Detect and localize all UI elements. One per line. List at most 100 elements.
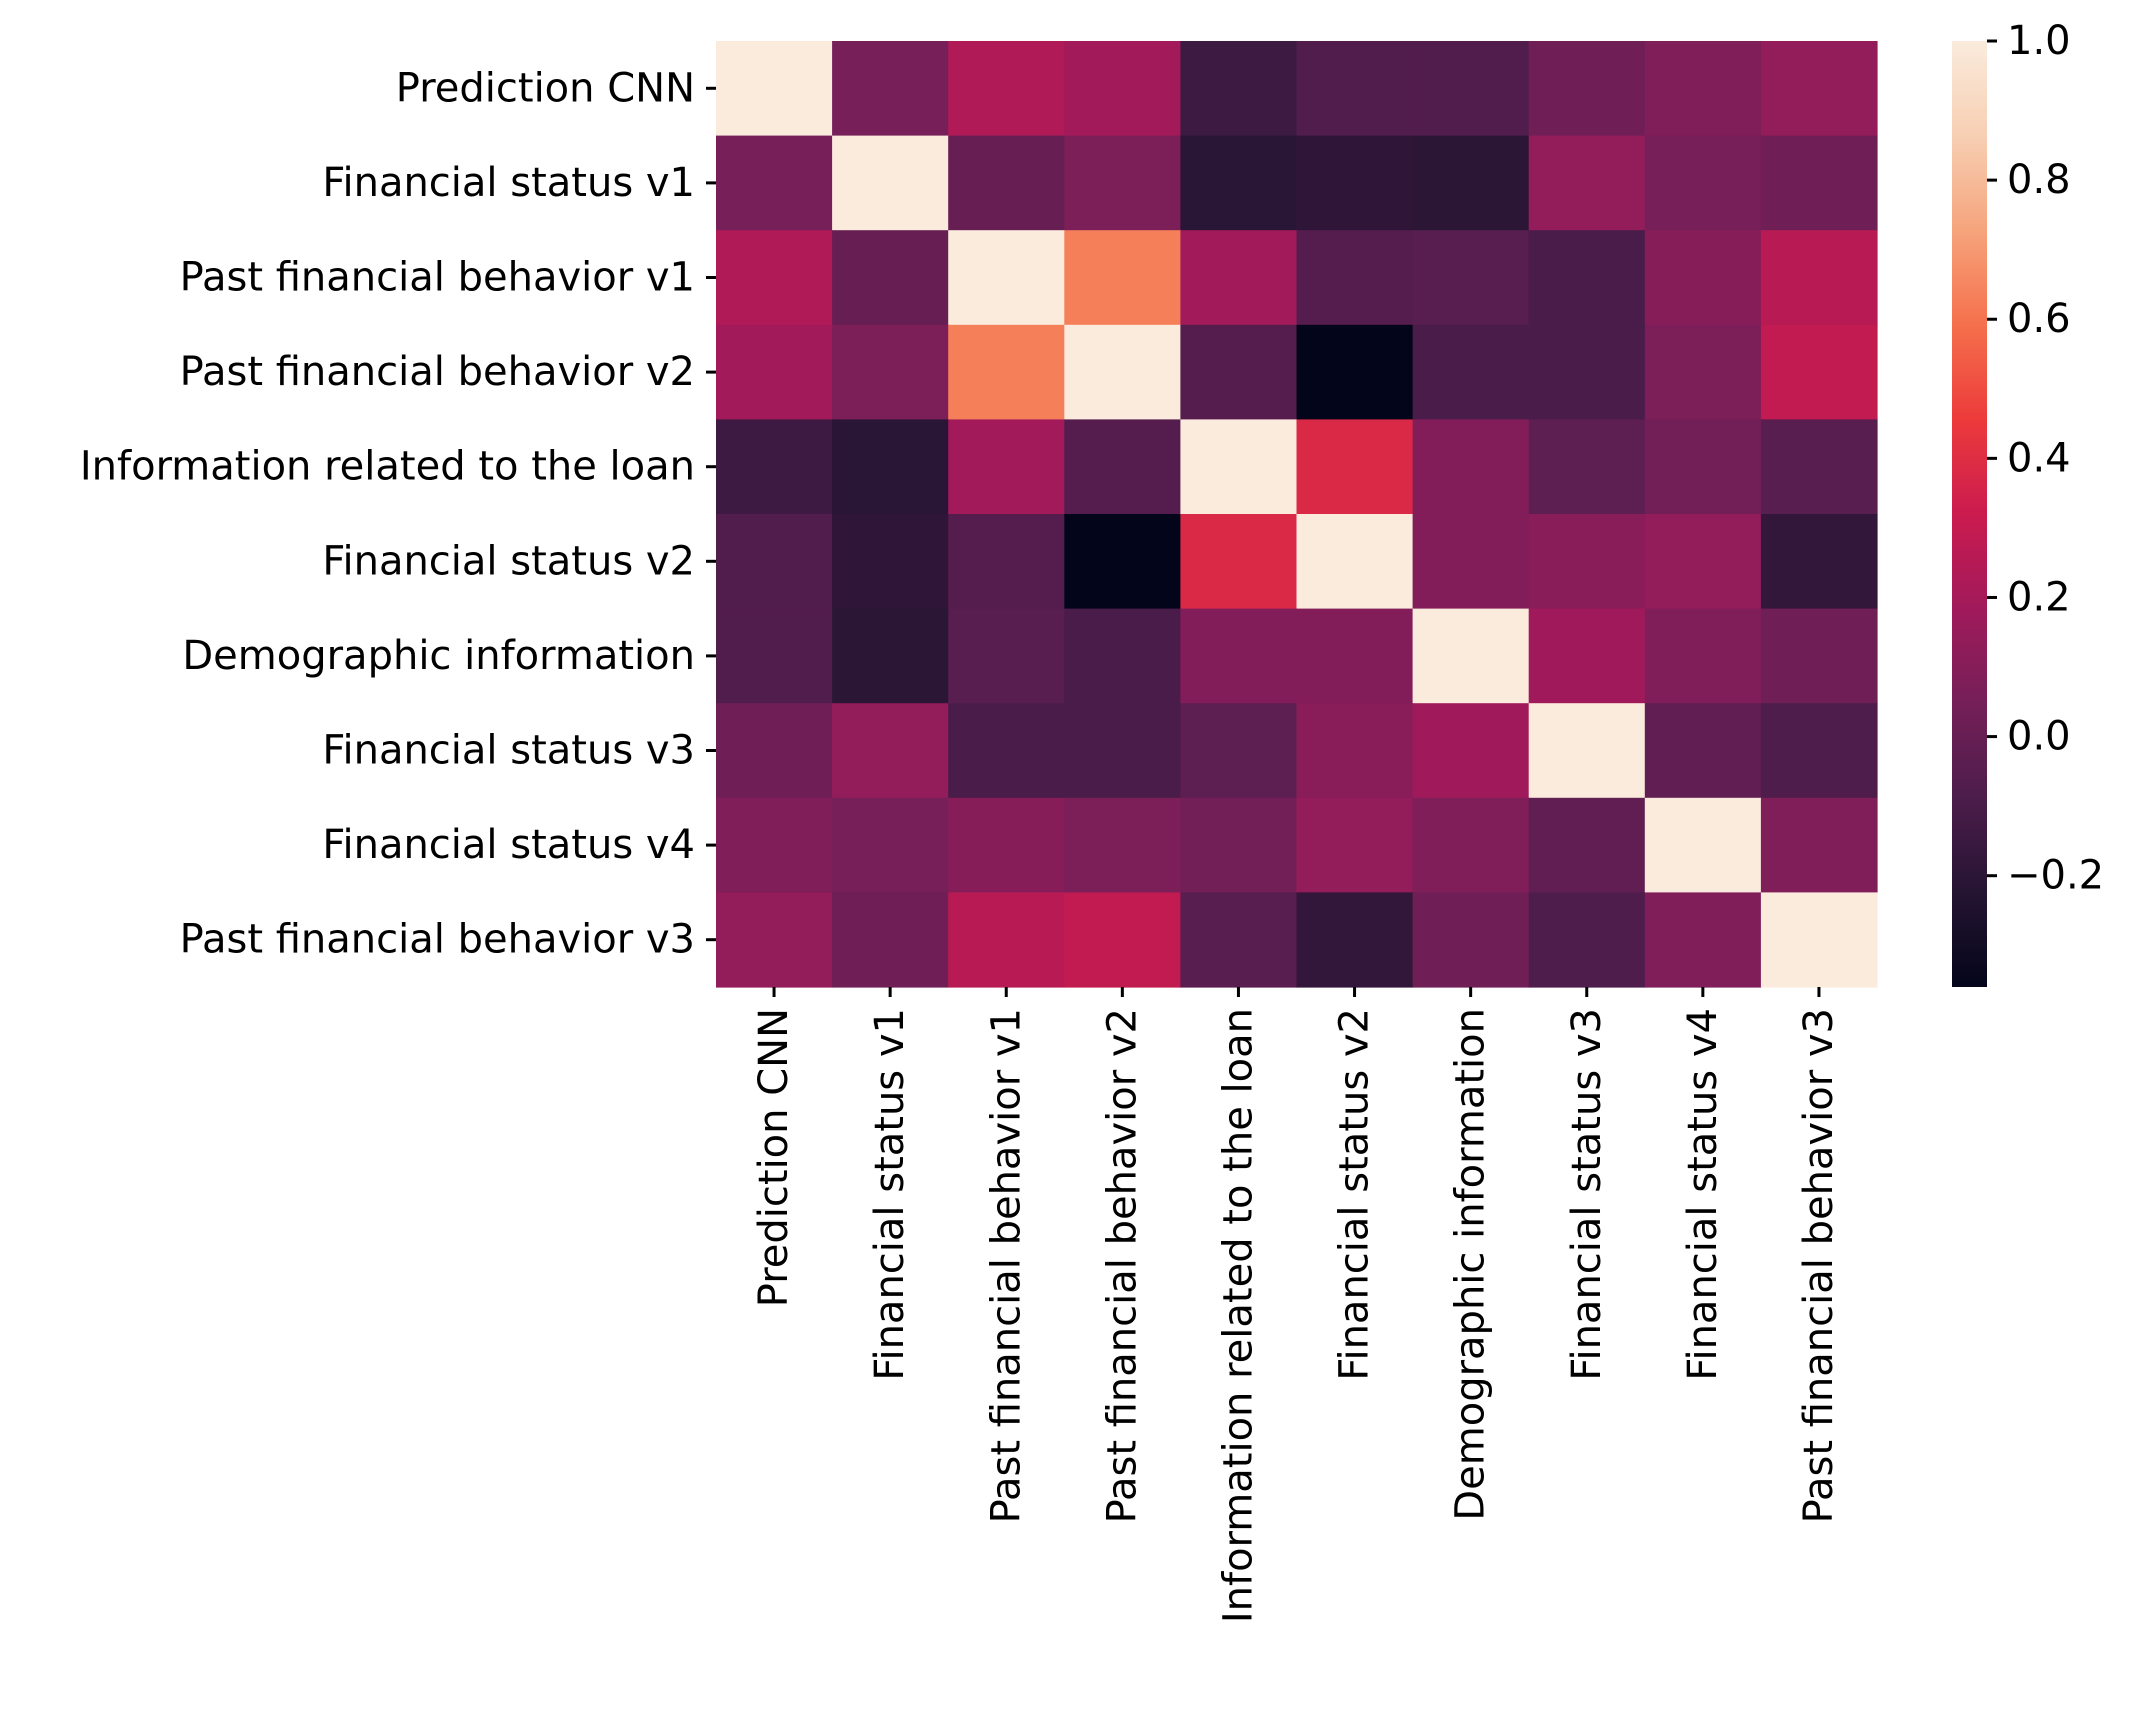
column-labels: Prediction CNN Financial status v1 Past fi… bbox=[751, 987, 1842, 1623]
y-tick-label: Financial status v2 bbox=[322, 538, 695, 584]
x-tick-label: Financial status v3 bbox=[1564, 1008, 1610, 1381]
heatmap-cell bbox=[1296, 892, 1414, 988]
heatmap-cell bbox=[1296, 41, 1414, 137]
heatmap-cell bbox=[948, 892, 1065, 988]
heatmap-cell bbox=[1760, 230, 1878, 326]
heatmap-cell bbox=[1180, 419, 1298, 515]
heatmap-cell bbox=[1412, 135, 1530, 231]
heatmap-cell bbox=[1528, 135, 1646, 231]
x-tick-label: Prediction CNN bbox=[751, 1008, 797, 1307]
y-tick-label: Past financial behavior v1 bbox=[180, 255, 695, 301]
heatmap-cell bbox=[1180, 797, 1298, 893]
x-tick-label: Past financial behavior v3 bbox=[1796, 1008, 1842, 1523]
x-tick-label: Information related to the loan bbox=[1215, 1008, 1261, 1623]
heatmap-cell bbox=[1064, 703, 1181, 799]
colorbar-tick-label: 0.8 bbox=[2007, 157, 2071, 203]
row-labels: Prediction CNN Financial status v1 Past fi… bbox=[80, 65, 716, 963]
heatmap-cell bbox=[1760, 892, 1878, 988]
heatmap-cell bbox=[1296, 797, 1414, 893]
heatmap-cell bbox=[1296, 608, 1414, 704]
heatmap-cell bbox=[1528, 703, 1646, 799]
heatmap-cell bbox=[948, 703, 1065, 799]
heatmap-cell bbox=[1528, 797, 1646, 893]
heatmap-cell bbox=[1296, 514, 1414, 610]
heatmap-cell bbox=[832, 324, 949, 420]
heatmap-cell bbox=[948, 135, 1065, 231]
heatmap-cell bbox=[1528, 230, 1646, 326]
heatmap-cell bbox=[1528, 419, 1646, 515]
heatmap-cell bbox=[1760, 797, 1878, 893]
colorbar: 1.0 0.8 0.6 0.4 0.2 0.0 −0.2 bbox=[1952, 18, 2104, 987]
heatmap-cell bbox=[716, 797, 833, 893]
heatmap-cell bbox=[948, 797, 1065, 893]
heatmap-cell bbox=[1412, 797, 1530, 893]
heatmap-cell bbox=[1412, 892, 1530, 988]
heatmap-cell bbox=[716, 324, 833, 420]
y-tick-label: Financial status v1 bbox=[322, 160, 695, 206]
heatmap-cell bbox=[1644, 514, 1762, 610]
heatmap-cell bbox=[1296, 135, 1414, 231]
heatmap-cell bbox=[1296, 230, 1414, 326]
heatmap-cell bbox=[1180, 892, 1298, 988]
heatmap-cell bbox=[948, 230, 1065, 326]
heatmap-cell bbox=[716, 419, 833, 515]
heatmap-cell bbox=[1528, 324, 1646, 420]
y-tick-label: Information related to the loan bbox=[80, 444, 695, 490]
heatmap-cell bbox=[1180, 230, 1298, 326]
colorbar-gradient bbox=[1952, 41, 1987, 987]
y-tick-label: Past financial behavior v2 bbox=[180, 349, 695, 395]
heatmap-cell bbox=[1412, 608, 1530, 704]
heatmap-cell bbox=[832, 892, 949, 988]
heatmap-cell bbox=[1644, 324, 1762, 420]
heatmap-cell bbox=[1760, 135, 1878, 231]
heatmap-cell bbox=[1064, 419, 1181, 515]
colorbar-tick-label: 0.0 bbox=[2007, 714, 2071, 760]
y-tick-label: Financial status v4 bbox=[322, 822, 695, 868]
heatmap-cell bbox=[1180, 324, 1298, 420]
heatmap-cell bbox=[832, 135, 949, 231]
heatmap-cell bbox=[716, 41, 833, 137]
heatmap-cell bbox=[716, 892, 833, 988]
heatmap-cell bbox=[716, 608, 833, 704]
heatmap-cell bbox=[716, 514, 833, 610]
heatmap-cell bbox=[1528, 892, 1646, 988]
heatmap-cell bbox=[1760, 608, 1878, 704]
heatmap-cell bbox=[1644, 135, 1762, 231]
y-tick-label: Demographic information bbox=[182, 633, 695, 679]
heatmap-cell bbox=[1644, 41, 1762, 137]
y-tick-label: Prediction CNN bbox=[396, 65, 695, 111]
heatmap-cell bbox=[1412, 419, 1530, 515]
heatmap-cell bbox=[1528, 514, 1646, 610]
heatmap-cell bbox=[1064, 608, 1181, 704]
heatmap-cell bbox=[832, 608, 949, 704]
heatmap-cell bbox=[1064, 230, 1181, 326]
heatmap-cell bbox=[832, 230, 949, 326]
heatmap-cell bbox=[1180, 608, 1298, 704]
heatmap-cell bbox=[1644, 608, 1762, 704]
heatmap-cell bbox=[716, 135, 833, 231]
heatmap-cell bbox=[1296, 324, 1414, 420]
heatmap-cell bbox=[1412, 324, 1530, 420]
heatmap-cell bbox=[716, 230, 833, 326]
heatmap-cell bbox=[1412, 514, 1530, 610]
heatmap-cell bbox=[1644, 419, 1762, 515]
heatmap-cell bbox=[716, 703, 833, 799]
heatmap-cell bbox=[1528, 41, 1646, 137]
x-tick-label: Demographic information bbox=[1448, 1008, 1494, 1521]
heatmap-cell bbox=[948, 514, 1065, 610]
heatmap-cell bbox=[1760, 703, 1878, 799]
heatmap-cell bbox=[832, 41, 949, 137]
x-tick-label: Financial status v2 bbox=[1332, 1008, 1378, 1381]
heatmap-cell bbox=[1064, 797, 1181, 893]
heatmap-cell bbox=[832, 797, 949, 893]
heatmap-cell bbox=[1064, 514, 1181, 610]
heatmap-cell bbox=[948, 419, 1065, 515]
x-tick-label: Financial status v4 bbox=[1680, 1008, 1726, 1381]
heatmap-cell bbox=[1760, 514, 1878, 610]
y-tick-label: Financial status v3 bbox=[322, 728, 695, 774]
colorbar-tick-label: 0.4 bbox=[2007, 435, 2071, 481]
heatmap-cell bbox=[948, 41, 1065, 137]
x-tick-label: Past financial behavior v1 bbox=[983, 1008, 1029, 1523]
heatmap-cell bbox=[948, 608, 1065, 704]
